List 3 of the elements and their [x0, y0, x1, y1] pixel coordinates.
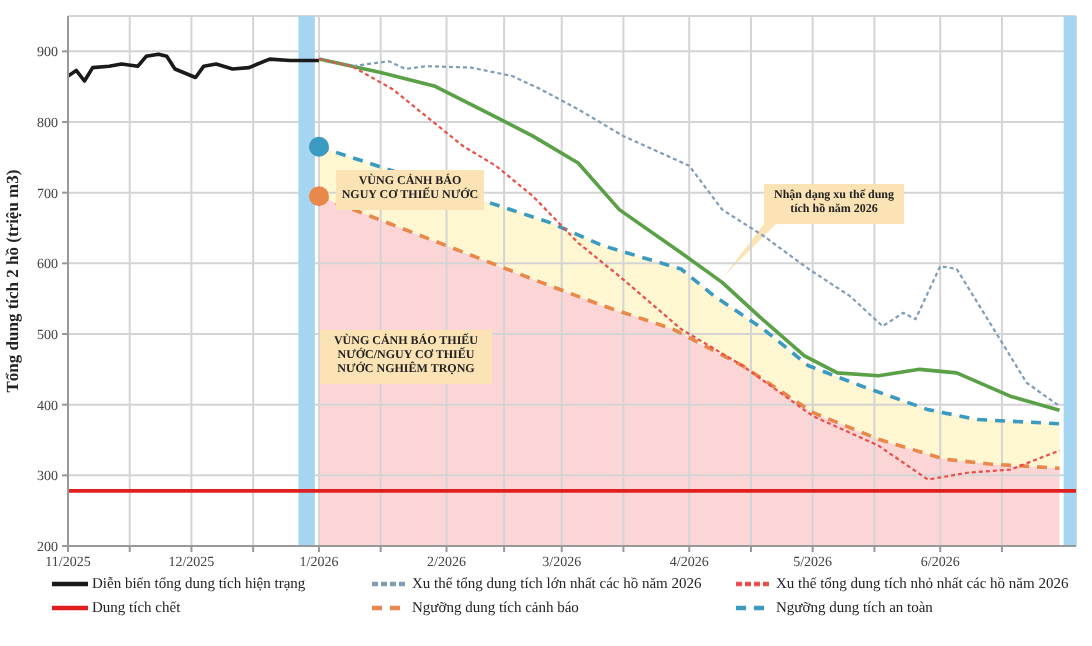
y-axis-title: Tổng dung tích 2 hồ (triệu m3): [2, 169, 23, 393]
line-series: [317, 58, 1061, 481]
line-series: [68, 52, 321, 83]
